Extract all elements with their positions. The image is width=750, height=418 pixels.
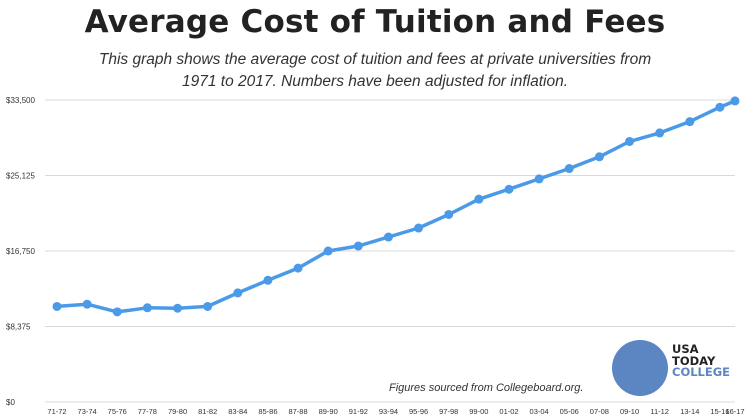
x-tick-label: 89-90: [319, 407, 338, 416]
data-point: [112, 307, 122, 317]
data-point: [594, 152, 604, 162]
subtitle-line-2: 1971 to 2017. Numbers have been adjusted…: [181, 73, 569, 90]
data-point: [82, 299, 92, 309]
x-tick-label: 09-10: [620, 407, 639, 416]
x-tick-label: 13-14: [680, 407, 699, 416]
logo-line-today: TODAY: [672, 353, 716, 368]
data-point: [444, 209, 454, 219]
usa-today-college-logo: USA TODAY COLLEGE: [672, 342, 731, 379]
x-tick-label: 07-08: [590, 407, 609, 416]
data-point: [414, 223, 424, 233]
page-title: Average Cost of Tuition and Fees: [84, 4, 666, 40]
y-tick-label: $8,375: [6, 323, 31, 332]
data-point: [715, 102, 725, 112]
x-tick-label: 03-04: [530, 407, 549, 416]
data-point: [263, 275, 273, 285]
series-line: [56, 99, 736, 314]
x-tick-label: 87-88: [288, 407, 307, 416]
y-tick-label: $25,125: [6, 172, 35, 181]
x-tick-label: 71-72: [47, 407, 66, 416]
data-point: [142, 303, 152, 313]
data-point: [383, 232, 393, 242]
x-tick-label: 01-02: [499, 407, 518, 416]
logo-line-college: COLLEGE: [672, 365, 731, 379]
y-tick-label: $0: [6, 398, 15, 407]
x-tick-label: 73-74: [78, 407, 97, 416]
data-point: [685, 117, 695, 127]
x-tick-label: 93-94: [379, 407, 398, 416]
x-tick-label: 77-78: [138, 407, 157, 416]
data-point: [730, 96, 740, 106]
source-note: Figures sourced from Collegeboard.org.: [389, 382, 584, 394]
x-tick-label: 83-84: [228, 407, 247, 416]
data-point: [203, 301, 213, 311]
x-tick-label: 99-00: [469, 407, 488, 416]
x-tick-label: 05-06: [560, 407, 579, 416]
y-tick-label: $33,500: [6, 96, 35, 105]
data-point: [534, 174, 544, 184]
x-tick-label: 15-16: [710, 407, 729, 416]
data-point: [353, 241, 363, 251]
data-point: [173, 303, 183, 313]
data-point: [293, 263, 303, 273]
x-tick-label: 11-12: [650, 407, 669, 416]
x-tick-label: 81-82: [198, 407, 217, 416]
data-point: [655, 128, 665, 138]
data-point: [474, 194, 484, 204]
x-tick-label: 16-17: [725, 407, 744, 416]
data-point: [504, 184, 514, 194]
logo-line-usa: USA: [672, 342, 699, 356]
data-point: [52, 301, 62, 311]
x-tick-label: 85-86: [258, 407, 277, 416]
data-point: [564, 164, 574, 174]
data-point: [625, 136, 635, 146]
x-tick-label: 75-76: [108, 407, 127, 416]
subtitle-line-1: This graph shows the average cost of tui…: [98, 51, 652, 68]
x-tick-label: 79-80: [168, 407, 187, 416]
x-tick-label: 91-92: [349, 407, 368, 416]
data-point: [233, 288, 243, 298]
x-tick-label: 97-98: [439, 407, 458, 416]
y-tick-label: $16,750: [6, 247, 35, 256]
usa-today-logo-circle: [612, 340, 668, 396]
data-point: [323, 246, 333, 256]
x-tick-label: 95-96: [409, 407, 428, 416]
